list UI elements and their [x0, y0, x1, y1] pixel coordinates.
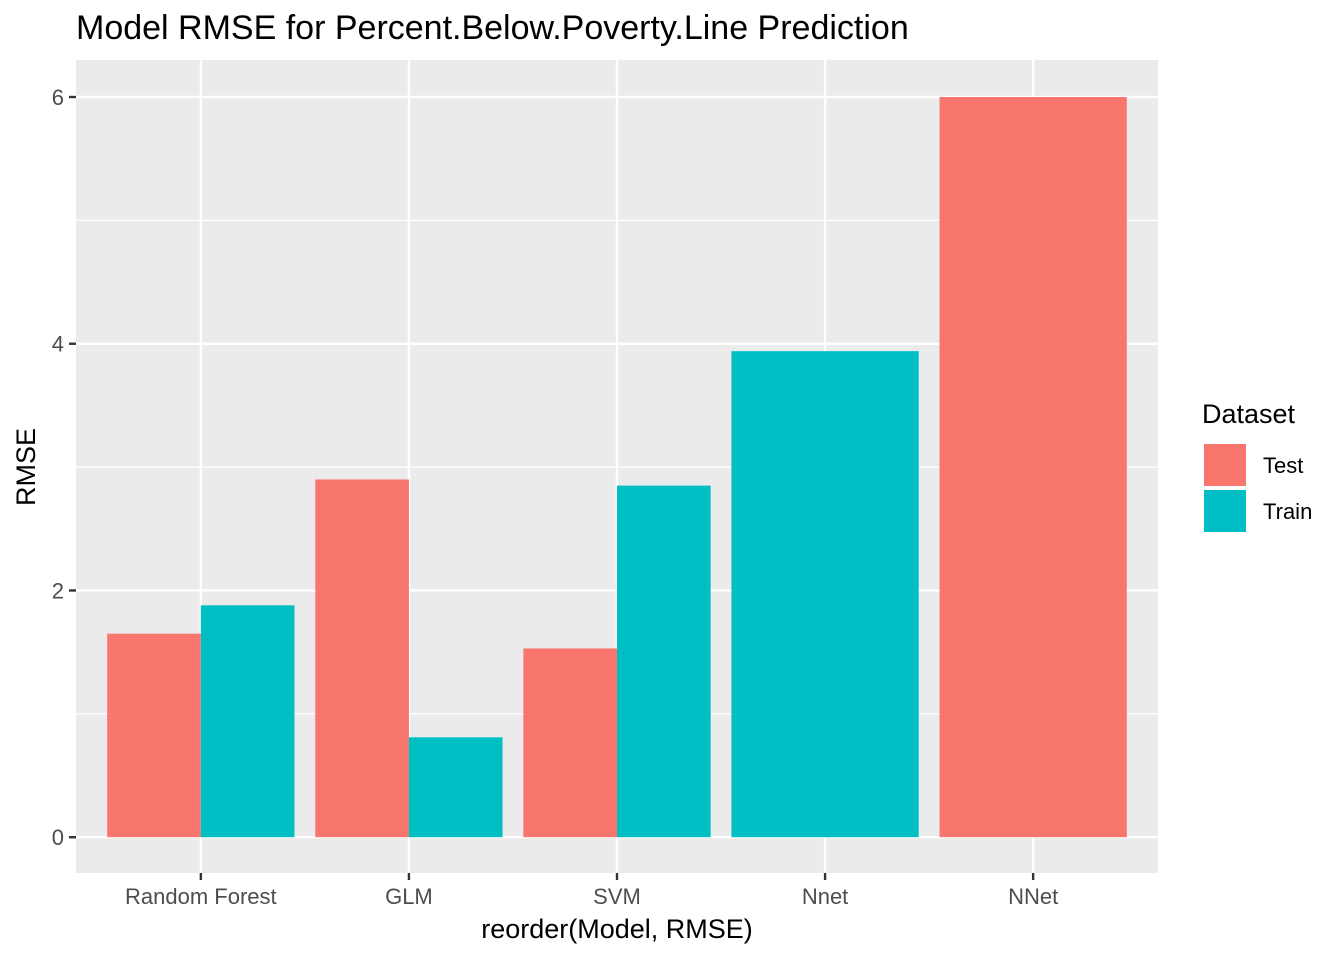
chart-title: Model RMSE for Percent.Below.Poverty.Lin…	[76, 9, 909, 47]
bar-train-nnet	[731, 351, 919, 838]
y-tick-label: 6	[52, 85, 64, 110]
legend-key-test	[1204, 444, 1246, 486]
x-axis: Random Forest GLM SVM Nnet NNet	[125, 873, 1058, 909]
x-tick-label: Nnet	[802, 884, 848, 909]
legend: Dataset Test Train	[1202, 399, 1312, 532]
x-tick-label: NNet	[1008, 884, 1058, 909]
y-axis: 0 2 4 6	[52, 85, 76, 850]
bar-train-svm	[617, 485, 711, 838]
legend-title: Dataset	[1202, 399, 1296, 429]
bar-test-svm	[523, 648, 617, 838]
legend-label-test: Test	[1263, 453, 1303, 478]
x-tick-label: Random Forest	[125, 884, 277, 909]
bar-train-glm	[408, 737, 503, 838]
x-tick-label: GLM	[385, 884, 433, 909]
legend-label-train: Train	[1263, 499, 1312, 524]
bar-train-random-forest	[200, 605, 295, 838]
x-tick-label: SVM	[593, 884, 641, 909]
bar-test-glm	[315, 479, 409, 838]
y-tick-label: 0	[52, 825, 64, 850]
legend-key-train	[1204, 490, 1246, 532]
bar-test-nnet	[939, 97, 1127, 838]
y-tick-label: 2	[52, 578, 64, 603]
y-axis-title: RMSE	[11, 428, 41, 506]
bar-test-random-forest	[107, 633, 201, 838]
y-tick-label: 4	[52, 332, 64, 357]
x-axis-title: reorder(Model, RMSE)	[481, 914, 753, 944]
bars	[107, 97, 1127, 838]
